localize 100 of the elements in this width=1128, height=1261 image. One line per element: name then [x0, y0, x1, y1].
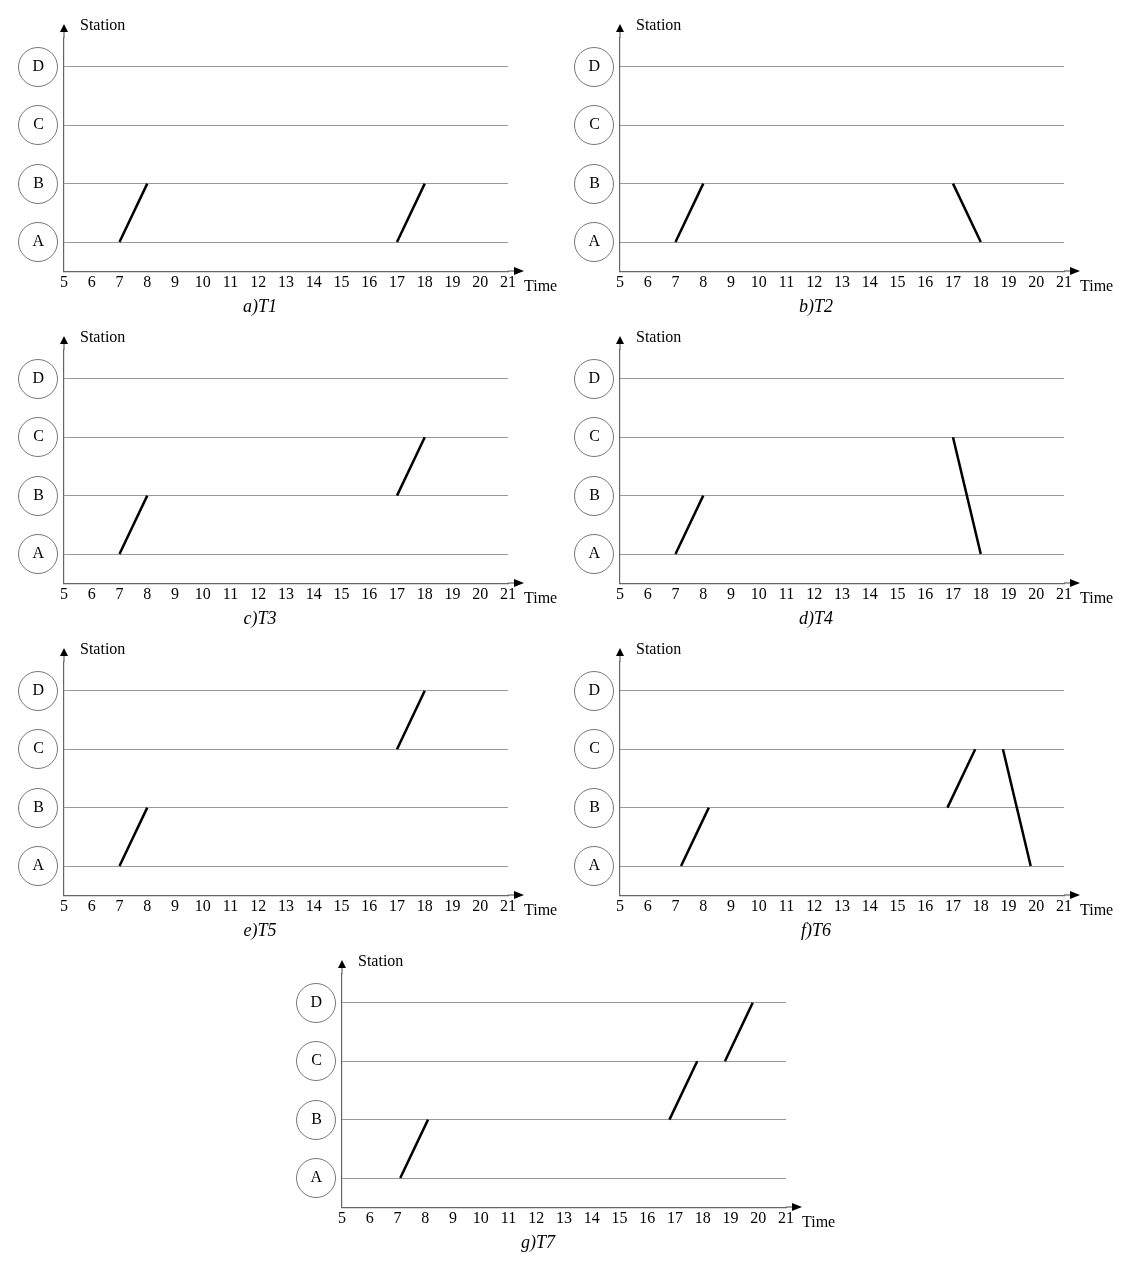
x-tick-label: 8 — [699, 273, 708, 290]
y-tick-label: D — [588, 369, 600, 386]
y-tick-label: C — [589, 739, 600, 757]
y-tick-label: A — [32, 232, 45, 250]
x-tick-label: 17 — [945, 897, 961, 914]
x-tick-label: 13 — [834, 273, 850, 290]
y-tick-label: A — [32, 856, 45, 874]
x-tick-label: 21 — [500, 273, 516, 290]
x-tick-label: 11 — [778, 897, 795, 914]
x-tick-label: 13 — [556, 1209, 572, 1226]
x-tick-label: 12 — [806, 273, 823, 290]
y-tick-label: A — [32, 544, 45, 562]
y-tick-label: C — [33, 115, 44, 133]
x-tick-label: 20 — [472, 585, 489, 602]
x-tick-label: 5 — [60, 273, 68, 290]
y-tick-label: B — [33, 173, 44, 191]
y-tick-label: C — [589, 427, 600, 445]
text: a)T1 — [242, 295, 278, 317]
x-tick-label: 12 — [806, 897, 823, 914]
x-tick-label: 16 — [917, 585, 934, 602]
x-tick-label: 17 — [389, 585, 405, 602]
y-tick-label: B — [589, 173, 600, 191]
x-tick-label: 8 — [699, 585, 708, 602]
x-tick-label: 14 — [305, 273, 322, 290]
x-tick-label: 15 — [333, 897, 350, 914]
x-tick-label: 6 — [643, 897, 652, 914]
x-tick-label: 21 — [1056, 897, 1072, 914]
y-axis-title: Station — [636, 639, 682, 657]
x-tick-label: 11 — [778, 273, 795, 290]
x-tick-label: 15 — [611, 1209, 628, 1226]
x-tick-label: 18 — [416, 585, 433, 602]
x-tick-label: 21 — [1056, 585, 1072, 602]
x-tick-label: 9 — [171, 273, 179, 290]
x-tick-label: 15 — [889, 273, 906, 290]
x-tick-label: 5 — [60, 897, 68, 914]
y-tick-label: A — [310, 1168, 323, 1186]
y-tick-label: C — [33, 427, 44, 445]
x-tick-label: 18 — [972, 273, 989, 290]
x-tick-label: 7 — [671, 897, 680, 914]
y-tick-label: A — [588, 856, 601, 874]
x-tick-label: 12 — [250, 585, 267, 602]
x-tick-label: 10 — [750, 273, 767, 290]
y-axis-title: Station — [80, 639, 126, 657]
x-tick-label: 11 — [222, 585, 239, 602]
x-tick-label: 10 — [472, 1209, 489, 1226]
text: f)T6 — [800, 919, 832, 941]
y-tick-label: C — [589, 115, 600, 133]
x-tick-label: 18 — [972, 585, 989, 602]
x-tick-label: 14 — [861, 897, 878, 914]
x-tick-label: 21 — [1056, 273, 1072, 290]
x-tick-label: 6 — [87, 897, 96, 914]
x-tick-label: 15 — [889, 585, 906, 602]
x-tick-label: 13 — [278, 273, 294, 290]
x-tick-label: 9 — [727, 585, 735, 602]
x-tick-label: 10 — [194, 897, 211, 914]
x-tick-label: 6 — [87, 585, 96, 602]
x-tick-label: 20 — [472, 273, 489, 290]
x-tick-label: 5 — [616, 273, 624, 290]
x-tick-label: 19 — [1000, 585, 1017, 602]
x-tick-label: 18 — [416, 273, 433, 290]
x-tick-label: 17 — [945, 273, 961, 290]
x-tick-label: 14 — [861, 273, 878, 290]
x-tick-label: 16 — [917, 897, 934, 914]
y-tick-label: B — [589, 485, 600, 503]
x-tick-label: 13 — [278, 585, 294, 602]
y-tick-label: B — [33, 797, 44, 815]
y-tick-label: B — [33, 485, 44, 503]
text: e)T5 — [243, 919, 277, 941]
x-tick-label: 18 — [972, 897, 989, 914]
text: b)T2 — [798, 295, 834, 317]
x-tick-label: 15 — [333, 585, 350, 602]
x-tick-label: 20 — [1028, 273, 1045, 290]
x-tick-label: 12 — [250, 273, 267, 290]
x-tick-label: 9 — [727, 897, 735, 914]
text: c)T3 — [243, 607, 277, 629]
x-tick-label: 10 — [750, 897, 767, 914]
x-tick-label: 17 — [945, 585, 961, 602]
x-tick-label: 20 — [1028, 585, 1045, 602]
x-tick-label: 20 — [1028, 897, 1045, 914]
x-tick-label: 18 — [694, 1209, 711, 1226]
x-axis-title: Time — [1080, 277, 1114, 295]
text: d)T4 — [798, 607, 834, 629]
x-tick-label: 16 — [361, 585, 378, 602]
x-axis-title: Time — [524, 901, 558, 919]
x-tick-label: 19 — [444, 585, 461, 602]
x-tick-label: 15 — [889, 897, 906, 914]
x-tick-label: 7 — [115, 585, 124, 602]
x-axis-title: Time — [1080, 901, 1114, 919]
x-tick-label: 13 — [278, 897, 294, 914]
y-tick-label: D — [588, 681, 600, 698]
x-tick-label: 7 — [393, 1209, 402, 1226]
x-tick-label: 7 — [115, 273, 124, 290]
text: g)T7 — [520, 1231, 556, 1253]
x-tick-label: 9 — [171, 585, 179, 602]
y-tick-label: C — [33, 739, 44, 757]
x-tick-label: 11 — [222, 897, 239, 914]
x-tick-label: 21 — [778, 1209, 794, 1226]
y-tick-label: B — [311, 1109, 322, 1127]
x-tick-label: 14 — [861, 585, 878, 602]
y-axis-title: Station — [80, 327, 126, 345]
